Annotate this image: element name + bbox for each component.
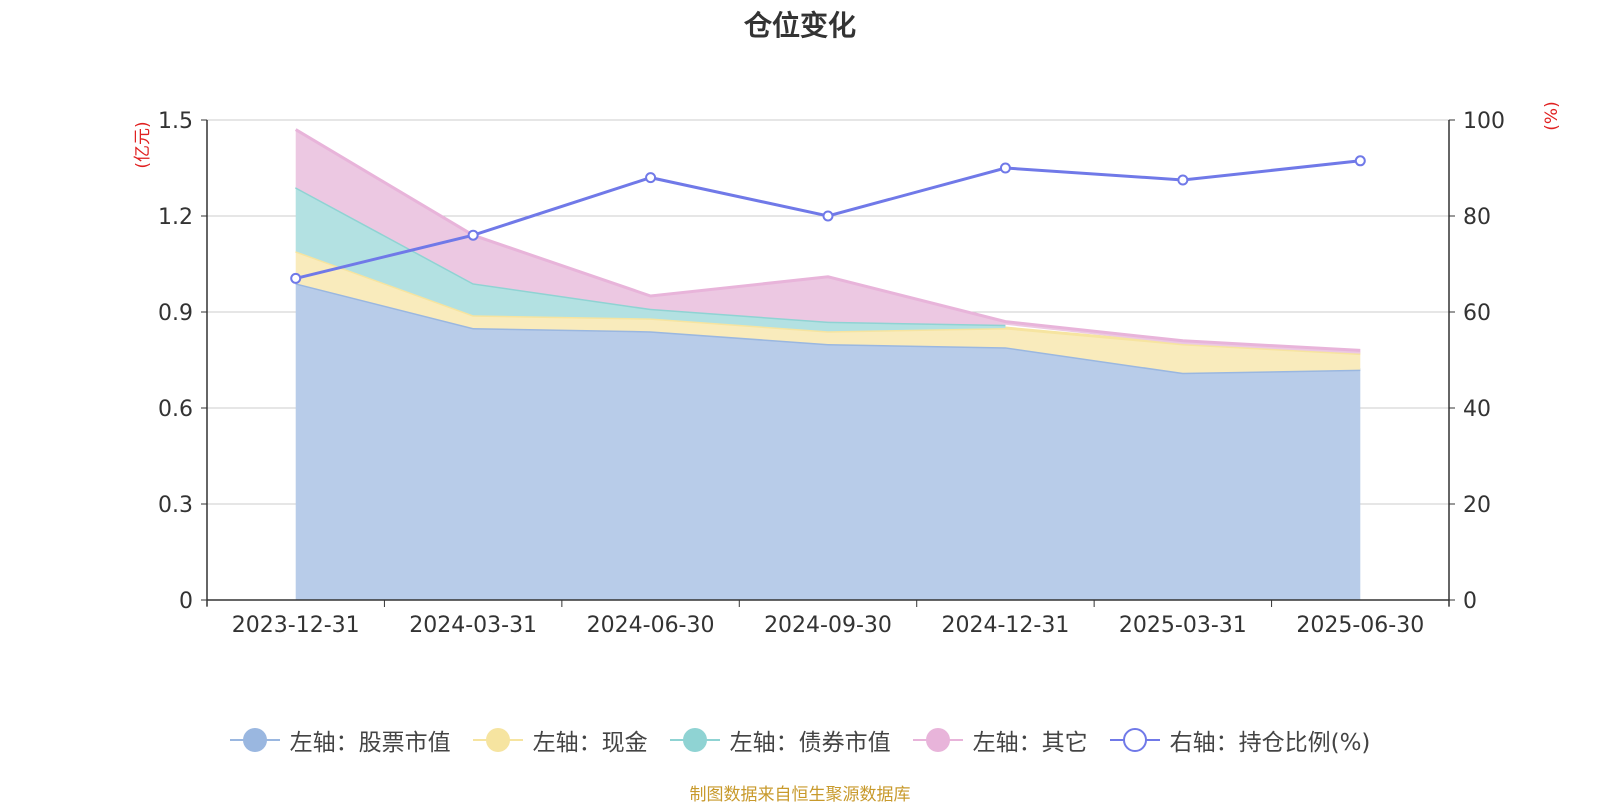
legend-label: 左轴：股票市值 xyxy=(289,730,451,756)
line-point-holding-ratio xyxy=(1354,155,1366,167)
right-axis-tick-label: 60 xyxy=(1463,301,1491,326)
legend-item[interactable]: 左轴：现金 xyxy=(472,723,648,757)
x-axis-tick-label: 2024-03-31 xyxy=(409,613,537,638)
right-axis-tick-label: 100 xyxy=(1463,109,1505,134)
legend-swatch-marker xyxy=(242,728,267,752)
line-point-holding-ratio xyxy=(645,172,657,184)
legend-label: 左轴：现金 xyxy=(532,730,648,756)
legend-swatch-marker xyxy=(1122,728,1147,752)
legend-swatch xyxy=(912,726,963,754)
area-layer xyxy=(294,128,1361,600)
left-axis-tick-label: 0.6 xyxy=(158,397,193,422)
left-axis-tick-label: 0.3 xyxy=(158,493,193,518)
x-axis-tick-label: 2025-03-31 xyxy=(1119,613,1247,638)
axis-layer: 0 0.3 0.6 0.9 1.2 1.5 0 20 40 60 80 100 2023-12-31 20… xyxy=(158,109,1505,638)
legend-swatch xyxy=(669,726,720,754)
x-axis-tick-label: 2024-06-30 xyxy=(587,613,715,638)
legend: 左轴：股票市值 左轴：现金 左轴：债券市值 左轴：其它 右轴：持仓比例(%) xyxy=(0,720,1600,760)
x-axis-tick-label: 2025-06-30 xyxy=(1296,613,1424,638)
x-axis-tick-label: 2024-09-30 xyxy=(764,613,892,638)
line-layer xyxy=(290,155,1366,284)
area-左轴：现金 xyxy=(295,251,1361,373)
chart-title: 仓位变化 xyxy=(743,9,856,42)
legend-swatch-marker xyxy=(925,728,950,752)
legend-swatch-marker xyxy=(682,728,707,752)
legend-label: 右轴：持仓比例(%) xyxy=(1169,730,1371,756)
legend-label: 左轴：债券市值 xyxy=(729,730,891,756)
legend-item[interactable]: 左轴：其它 xyxy=(912,723,1088,757)
legend-label: 左轴：其它 xyxy=(972,730,1088,756)
legend-item[interactable]: 左轴：股票市值 xyxy=(229,723,451,757)
left-axis-tick-label: 1.2 xyxy=(158,205,193,230)
area-左轴：其它 xyxy=(295,129,1361,354)
legend-swatch xyxy=(1109,726,1160,754)
x-axis-tick-label: 2023-12-31 xyxy=(232,613,360,638)
line-point-holding-ratio xyxy=(999,162,1011,174)
legend-swatch xyxy=(472,726,523,754)
left-axis-unit-label: (亿元) xyxy=(133,121,153,168)
line-point-holding-ratio xyxy=(467,229,479,241)
left-axis-tick-label: 1.5 xyxy=(158,109,193,134)
area-左轴：股票市值 xyxy=(295,283,1361,600)
right-axis-tick-label: 80 xyxy=(1463,205,1491,230)
right-axis-tick-label: 20 xyxy=(1463,493,1491,518)
data-source-note: 制图数据来自恒生聚源数据库 xyxy=(689,785,911,805)
line-point-holding-ratio xyxy=(822,210,834,222)
legend-swatch-marker xyxy=(485,728,510,752)
left-axis-tick-label: 0 xyxy=(179,589,193,614)
line-point-holding-ratio xyxy=(1177,174,1189,186)
right-axis-unit-label: (%) xyxy=(1542,101,1562,130)
line-point-holding-ratio xyxy=(290,272,302,284)
right-axis-tick-label: 40 xyxy=(1463,397,1491,422)
right-axis-tick-label: 0 xyxy=(1463,589,1477,614)
legend-item[interactable]: 左轴：债券市值 xyxy=(669,723,891,757)
left-axis-tick-label: 0.9 xyxy=(158,301,193,326)
legend-item[interactable]: 右轴：持仓比例(%) xyxy=(1109,723,1371,757)
x-axis-tick-label: 2024-12-31 xyxy=(941,613,1069,638)
area-左轴：债券市值 xyxy=(295,187,1006,332)
legend-swatch xyxy=(229,726,280,754)
